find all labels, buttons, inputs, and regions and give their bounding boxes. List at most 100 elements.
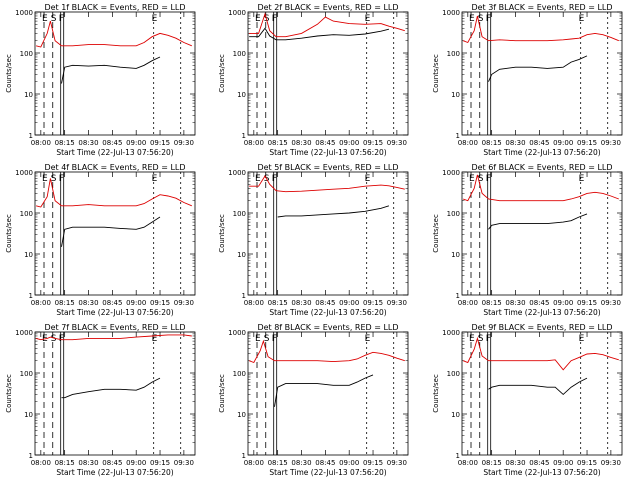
x-tick-label: 08:15 [482, 459, 502, 467]
y-tick-label: 100 [447, 370, 460, 378]
x-tick-label: 08:00 [244, 139, 264, 147]
x-tick-label: 09:15 [150, 459, 170, 467]
x-tick-label: 08:30 [505, 299, 525, 307]
y-tick-label: 100 [447, 210, 460, 218]
panel-title: Det 3f BLACK = Events, RED = LLD [471, 3, 612, 12]
y-axis-label: Counts/sec [218, 374, 226, 413]
y-tick-label: 1000 [228, 9, 246, 17]
x-tick-label: 09:00 [553, 459, 573, 467]
x-tick-label: 09:00 [339, 299, 359, 307]
plot-frame [461, 171, 623, 296]
events-series-line [61, 377, 161, 399]
y-tick-label: 1 [456, 452, 460, 460]
panel-7: Det 7f BLACK = Events, RED = LLD Counts/s… [5, 323, 196, 477]
y-tick-label: 1 [456, 132, 460, 140]
y-tick-label: 100 [20, 210, 33, 218]
y-axis-label: Counts/sec [5, 374, 13, 413]
flare-marker-label: F [272, 14, 277, 24]
panel-3: Det 3f BLACK = Events, RED = LLD Counts/s… [432, 3, 623, 157]
x-tick-label: 08:15 [55, 299, 75, 307]
panel-title: Det 4f BLACK = Events, RED = LLD [44, 163, 185, 172]
lld-series-line [249, 12, 405, 38]
y-tick-label: 10 [237, 251, 246, 259]
y-tick-label: 10 [451, 91, 460, 99]
lld-series-line [35, 20, 192, 48]
flare-marker-label: E [469, 174, 475, 184]
plot-frame [34, 331, 196, 456]
y-tick-label: 100 [233, 370, 246, 378]
flare-marker-label: S [478, 174, 484, 184]
x-tick-label: 09:30 [174, 139, 194, 147]
x-tick-label: 08:00 [31, 459, 51, 467]
x-tick-label: 09:15 [577, 139, 597, 147]
x-tick-label: 09:30 [174, 459, 194, 467]
y-axis-label: Counts/sec [218, 214, 226, 253]
x-tick-label: 08:45 [102, 299, 122, 307]
flare-marker-label: S [264, 334, 270, 344]
y-tick-label: 1 [242, 452, 246, 460]
x-tick-label: 09:15 [577, 459, 597, 467]
flare-marker-label: F [486, 14, 491, 24]
x-tick-label: 08:45 [529, 139, 549, 147]
flare-marker-label: S [478, 14, 484, 24]
y-tick-label: 1000 [15, 9, 33, 17]
x-tick-label: 09:30 [387, 299, 407, 307]
x-tick-label: 08:30 [505, 459, 525, 467]
flare-marker-label: E [255, 174, 261, 184]
x-tick-label: 08:45 [102, 139, 122, 147]
flare-marker-label: E [579, 334, 585, 344]
x-axis-label: Start Time (22-Jul-13 07:56:20) [56, 468, 173, 477]
y-tick-label: 1 [29, 292, 33, 300]
x-tick-label: 08:30 [78, 139, 98, 147]
flare-marker-label: E [152, 334, 158, 344]
x-tick-label: 09:30 [387, 139, 407, 147]
y-tick-label: 10 [24, 251, 33, 259]
x-tick-label: 09:30 [387, 459, 407, 467]
x-tick-label: 08:00 [244, 459, 264, 467]
lld-series-line [249, 175, 405, 193]
y-tick-label: 1000 [15, 329, 33, 337]
y-tick-label: 1 [242, 292, 246, 300]
x-axis-label: Start Time (22-Jul-13 07:56:20) [56, 148, 173, 157]
y-tick-label: 1000 [228, 329, 246, 337]
y-axis-label: Counts/sec [432, 214, 440, 253]
x-tick-label: 08:15 [268, 299, 288, 307]
x-tick-label: 09:30 [174, 299, 194, 307]
x-tick-label: 08:45 [315, 139, 335, 147]
x-tick-label: 09:15 [577, 299, 597, 307]
x-axis-label: Start Time (22-Jul-13 07:56:20) [483, 468, 600, 477]
panel-4: Det 4f BLACK = Events, RED = LLD Counts/s… [5, 163, 196, 317]
flare-marker-label: E [255, 334, 261, 344]
x-tick-label: 09:15 [150, 139, 170, 147]
events-series-line [277, 205, 390, 218]
x-tick-label: 09:15 [150, 299, 170, 307]
x-tick-label: 08:00 [458, 139, 478, 147]
panel-2: Det 2f BLACK = Events, RED = LLD Counts/s… [218, 3, 409, 157]
y-tick-label: 1 [29, 452, 33, 460]
x-tick-label: 08:15 [482, 139, 502, 147]
plot-frame [34, 11, 196, 136]
y-axis-label: Counts/sec [5, 54, 13, 93]
x-tick-label: 08:00 [458, 299, 478, 307]
flare-marker-label: E [42, 14, 48, 24]
flare-marker-label: E [469, 14, 475, 24]
y-axis-label: Counts/sec [5, 214, 13, 253]
plot-frame [247, 11, 409, 136]
lld-series-line [462, 15, 619, 44]
events-series-line [488, 377, 588, 396]
flare-marker-label: E [579, 174, 585, 184]
y-tick-label: 10 [24, 411, 33, 419]
y-tick-label: 10 [451, 251, 460, 259]
y-tick-label: 1 [29, 132, 33, 140]
x-tick-label: 08:45 [529, 299, 549, 307]
x-tick-label: 09:15 [363, 299, 383, 307]
y-tick-label: 10 [237, 411, 246, 419]
x-tick-label: 09:00 [553, 299, 573, 307]
events-series-line [488, 213, 588, 230]
x-tick-label: 08:15 [55, 459, 75, 467]
flare-marker-label: E [152, 14, 158, 24]
x-tick-label: 08:00 [31, 299, 51, 307]
flare-marker-label: F [59, 334, 64, 344]
y-tick-label: 1000 [15, 169, 33, 177]
